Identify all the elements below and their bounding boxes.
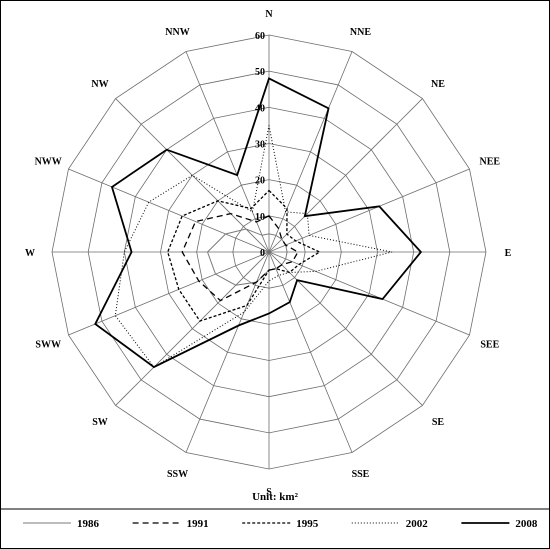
radial-tick-label: 30 xyxy=(255,140,265,151)
legend-label-1986: 1986 xyxy=(77,518,100,530)
direction-label: N xyxy=(265,9,273,20)
radial-tick-label: 40 xyxy=(255,103,265,114)
direction-label: W xyxy=(25,248,35,259)
grid-spoke xyxy=(68,168,270,253)
direction-label: SSE xyxy=(352,469,370,480)
radial-tick-label: 10 xyxy=(255,212,265,223)
grid-spoke xyxy=(115,251,270,406)
grid-spoke xyxy=(185,51,270,253)
grid-spoke xyxy=(268,168,470,253)
legend: 1986 1991 1995 2002 2008 xyxy=(1,508,549,530)
radial-tick-labels: 0 10 20 30 40 50 60 xyxy=(255,31,265,259)
radial-tick-label: 20 xyxy=(255,176,265,187)
legend-label-2002: 2002 xyxy=(406,518,429,530)
legend-label-1991: 1991 xyxy=(187,518,209,530)
direction-label: SWW xyxy=(35,339,61,350)
direction-label: E xyxy=(505,248,512,259)
grid-spoke xyxy=(68,251,270,336)
direction-label: SEE xyxy=(480,339,499,350)
grid-spoke xyxy=(268,251,353,453)
direction-label: SW xyxy=(92,417,108,428)
unit-label: Unit: km² xyxy=(252,491,298,503)
direction-label: NNW xyxy=(165,27,189,38)
series-line-2002 xyxy=(114,125,393,368)
radial-tick-label: 50 xyxy=(255,67,265,78)
legend-label-1995: 1995 xyxy=(296,518,319,530)
direction-labels: N NNE NE NEE E SEE SE SSE S SSW SW SWW W NWW NW NNW xyxy=(25,9,512,498)
legend-label-2008: 2008 xyxy=(515,518,538,530)
direction-label: NEE xyxy=(480,157,501,168)
direction-label: NE xyxy=(431,79,445,90)
radial-tick-label: 0 xyxy=(260,248,265,259)
radar-grid xyxy=(51,34,487,470)
series-line-1995 xyxy=(167,189,322,322)
grid-spoke xyxy=(268,51,353,253)
series-layer xyxy=(94,77,423,369)
direction-label: SSW xyxy=(167,469,188,480)
radial-tick-label: 60 xyxy=(255,31,265,42)
direction-label: NWW xyxy=(35,157,62,168)
grid-spoke xyxy=(268,251,470,336)
grid-spoke xyxy=(268,251,423,406)
direction-label: S xyxy=(266,487,272,498)
direction-label: NNE xyxy=(350,27,371,38)
grid-spoke xyxy=(185,251,270,453)
grid-spoke xyxy=(268,98,423,253)
direction-label: SE xyxy=(432,417,445,428)
direction-label: NW xyxy=(91,79,108,90)
